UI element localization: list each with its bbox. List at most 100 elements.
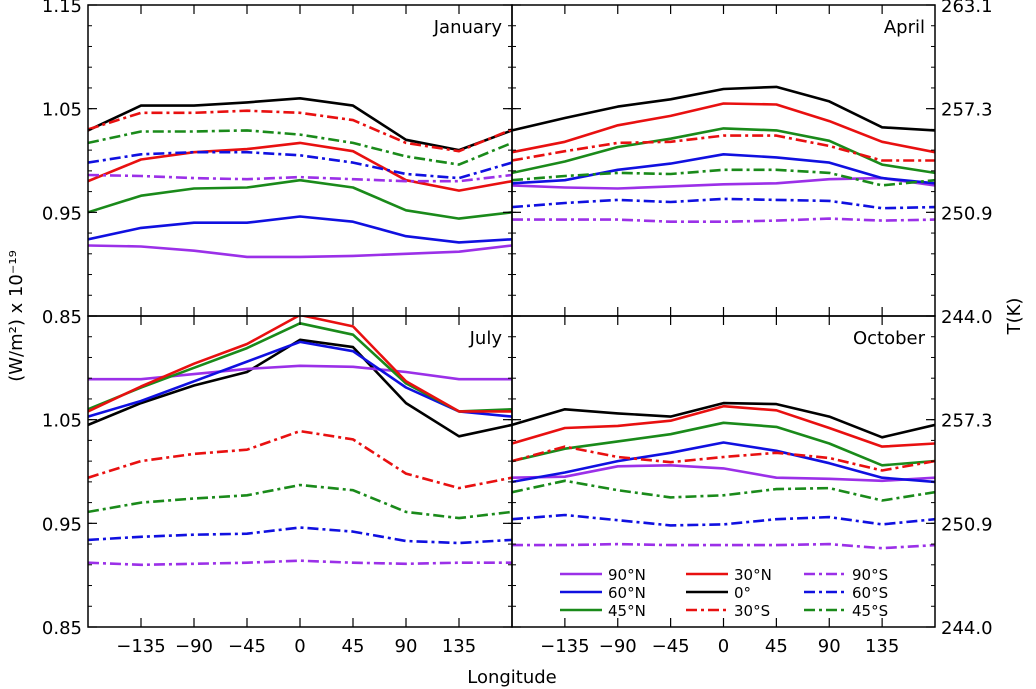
legend-label: 30°S [734, 602, 770, 620]
series-line-60s [88, 150, 512, 180]
series-line-60n [88, 215, 512, 244]
series-line-60n [512, 441, 935, 484]
x-tick-label: 90 [818, 636, 841, 657]
legend-item-60n: 60°N [560, 584, 646, 602]
legend-label: 60°N [608, 584, 646, 602]
series-group [512, 85, 935, 223]
legend-label: 0° [734, 584, 751, 602]
panel-july: July [88, 316, 512, 567]
y-tick-label: 0.85 [42, 307, 82, 328]
legend-label: 90°S [852, 566, 888, 584]
series-group [88, 316, 512, 567]
x-tick-label: 0 [718, 636, 729, 657]
y2-axis-title: T(K) [1004, 298, 1025, 336]
y-tick-label: 1.05 [42, 100, 82, 121]
legend-label: 60°S [852, 584, 888, 602]
panel-title: October [853, 328, 926, 349]
legend-label: 30°N [734, 566, 772, 584]
series-line-90s [88, 559, 512, 567]
y2-tick-label: 263.1 [941, 0, 993, 17]
x-tick-label: 0 [294, 636, 305, 657]
legend-item-45n: 45°N [560, 602, 646, 620]
x-tick-label: −90 [175, 636, 213, 657]
series-line-30n [88, 141, 512, 192]
x-tick-label: 135 [865, 636, 899, 657]
series-line-90n [88, 244, 512, 259]
series-line-90s [512, 542, 935, 550]
series-line-60n [512, 153, 935, 185]
panel-title: January [433, 17, 503, 38]
x-tick-label: −45 [228, 636, 266, 657]
series-line-0 [88, 97, 512, 152]
series-line-90s [88, 173, 512, 183]
legend-item-30n: 30°N [686, 566, 772, 584]
series-line-45s [88, 483, 512, 520]
legend-item-0: 0° [686, 584, 751, 602]
x-tick-label: 90 [395, 636, 418, 657]
series-line-60s [512, 197, 935, 210]
y-tick-label: 0.95 [42, 203, 82, 224]
panel-october: October [512, 328, 935, 550]
series-line-45s [512, 168, 935, 187]
y-tick-label: 0.95 [42, 514, 82, 535]
series-line-60s [88, 526, 512, 545]
legend-item-90s: 90°S [804, 566, 888, 584]
axes-layer: 0.85 0.95 1.05 1.15 244.0 250.9 257.3 263.1 0.85… [42, 0, 993, 657]
series-line-30s [512, 134, 935, 162]
series-line-30s [512, 445, 935, 472]
x-tick-label: 45 [765, 636, 788, 657]
legend-item-45s: 45°S [804, 602, 888, 620]
y2-tick-label: 257.3 [941, 100, 993, 121]
series-line-30n [88, 316, 512, 413]
series-group [88, 97, 512, 259]
x-tick-label: 45 [342, 636, 365, 657]
panel-frame [87, 315, 513, 628]
x-axis-title: Longitude [467, 667, 557, 688]
series-line-30s [88, 429, 512, 490]
y2-tick-label: 244.0 [941, 618, 993, 639]
y2-tick-label: 244.0 [941, 307, 993, 328]
series-line-90s [512, 217, 935, 223]
legend-label: 90°N [608, 566, 646, 584]
panel-april: April [512, 17, 935, 223]
series-line-90n [88, 364, 512, 381]
legend-item-30s: 30°S [686, 602, 770, 620]
legend-label: 45°S [852, 602, 888, 620]
x-tick-label: −45 [652, 636, 690, 657]
series-line-45s [88, 129, 512, 166]
panel-title: April [884, 17, 925, 38]
series-line-45n [512, 421, 935, 467]
legend-item-60s: 60°S [804, 584, 888, 602]
x-tick-label: −135 [116, 636, 165, 657]
series-line-0 [88, 338, 512, 438]
x-tick-label: −90 [599, 636, 637, 657]
series-line-60s [512, 513, 935, 527]
y2-tick-label: 257.3 [941, 411, 993, 432]
series-line-45s [512, 479, 935, 502]
x-tick-label: 135 [442, 636, 476, 657]
x-tick-label: −135 [540, 636, 589, 657]
panels-layer: January April July October [88, 17, 935, 567]
series-line-30n [512, 102, 935, 154]
series-line-30n [512, 404, 935, 448]
y-tick-label: 0.85 [42, 618, 82, 639]
y-tick-label: 1.05 [42, 411, 82, 432]
y-tick-label: 1.15 [42, 0, 82, 17]
legend-item-90n: 90°N [560, 566, 646, 584]
series-line-0 [512, 401, 935, 439]
y-axis-title: (W/m²) x 10⁻¹⁹ [6, 250, 27, 382]
series-line-90n [512, 176, 935, 190]
series-line-45n [88, 178, 512, 220]
legend-label: 45°N [608, 602, 646, 620]
series-line-30s [88, 109, 512, 153]
series-line-90n [512, 463, 935, 483]
y2-tick-label: 250.9 [941, 203, 993, 224]
panel-january: January [88, 17, 512, 259]
series-line-0 [512, 85, 935, 132]
panel-frame [87, 4, 513, 317]
legend: 90°N 30°N 90°S 60°N 0° 60°S 45°N 30°S 45°S [560, 566, 888, 620]
y2-tick-label: 250.9 [941, 514, 993, 535]
series-group [512, 401, 935, 550]
panel-title: July [469, 328, 503, 349]
